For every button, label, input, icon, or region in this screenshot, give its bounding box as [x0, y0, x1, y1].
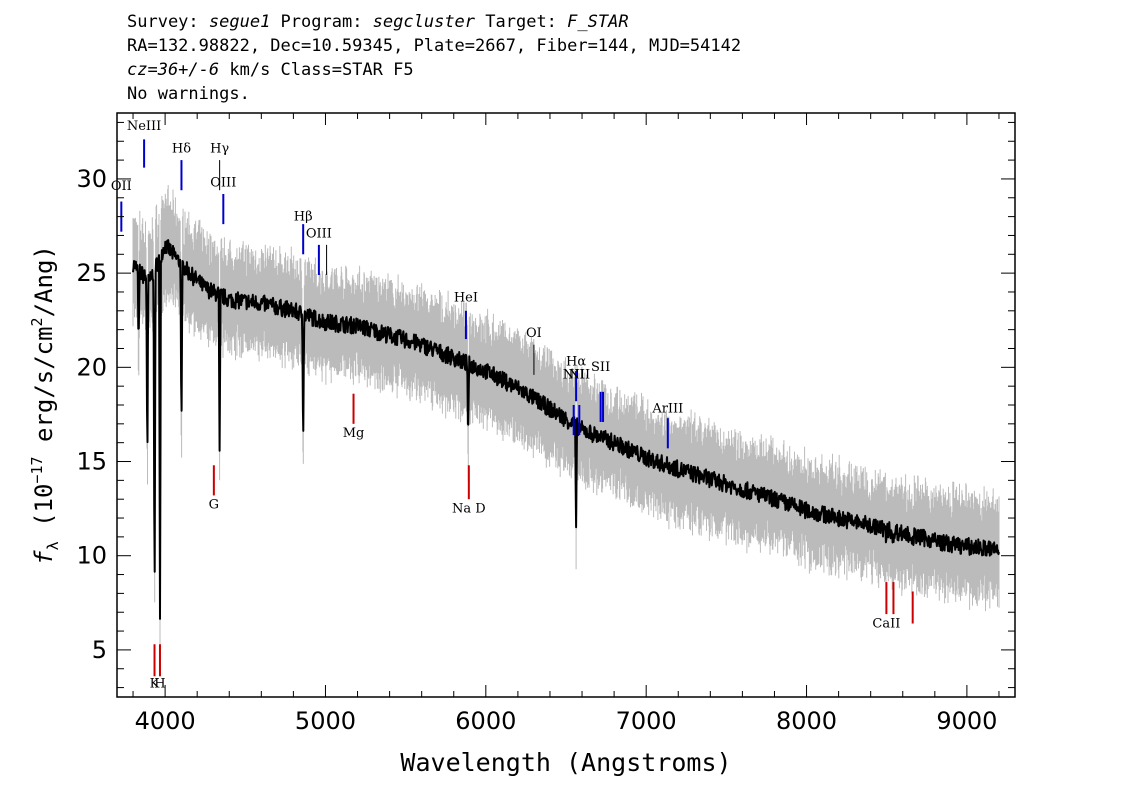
axis-ticks: 4000 5000 6000 7000 8000 9000 5 10 15 20 25 30 — [76, 113, 1015, 735]
y-tick-label: 15 — [76, 448, 107, 476]
survey-value: segue1 — [208, 12, 271, 32]
y-tick-label: 30 — [76, 165, 107, 193]
x-tick-label: 9000 — [936, 707, 997, 735]
marker-label: Hγ — [210, 142, 229, 157]
y-label-c: /Ang) — [30, 245, 58, 317]
y-label-a: (10 — [30, 484, 58, 542]
x-axis-label: Wavelength (Angstroms) — [400, 748, 731, 777]
x-tick-label: 8000 — [776, 707, 837, 735]
flux-line — [132, 239, 1000, 620]
marker-label: K — [150, 677, 160, 692]
class-text: km/s Class=STAR F5 — [219, 60, 414, 80]
marker-label: G — [209, 498, 219, 513]
header-line-3: cz=36+/-6 km/s Class=STAR F5 — [127, 58, 741, 82]
y-tick-label: 5 — [92, 636, 107, 664]
marker-label: Hδ — [172, 142, 191, 157]
marker-label: NII — [563, 368, 585, 383]
x-tick-label: 7000 — [616, 707, 677, 735]
y-tick-label: 20 — [76, 353, 107, 381]
marker-label: Mg — [343, 426, 365, 441]
header-line-1: Survey: segue1 Program: segcluster Targe… — [127, 10, 741, 34]
marker-label: Na D — [452, 501, 486, 516]
x-tick-label: 6000 — [455, 707, 516, 735]
x-tick-label: 5000 — [295, 707, 356, 735]
program-label: Program: — [270, 12, 373, 32]
x-tick-label: 4000 — [135, 707, 196, 735]
marker-label: NII — [568, 368, 590, 383]
program-value: segcluster — [372, 12, 476, 32]
header-line-2: RA=132.98822, Dec=10.59345, Plate=2667, … — [127, 36, 742, 56]
marker-label: OIII — [210, 175, 236, 190]
y-label-exp1: −17 — [28, 456, 46, 483]
marker-label: NeIII — [127, 119, 161, 134]
y-label-exp2: 2 — [28, 317, 46, 326]
marker-label: Hα — [566, 354, 586, 369]
marker-label: OI — [526, 326, 542, 341]
spectrum-header: Survey: segue1 Program: segcluster Targe… — [127, 10, 741, 106]
header-line-4: No warnings. — [127, 84, 250, 104]
y-tick-label: 25 — [76, 259, 107, 287]
y-label-b: erg/s/cm — [30, 326, 58, 456]
target-value: F_STAR — [567, 12, 629, 32]
y-label-f: f — [30, 550, 58, 565]
y-axis-label: fλ (10−17 erg/s/cm2/Ang) — [28, 245, 62, 565]
survey-label: Survey: — [127, 12, 209, 32]
flux-series — [132, 239, 1000, 620]
y-tick-label: 10 — [76, 542, 107, 570]
marker-label: SII — [591, 360, 610, 375]
marker-label: Hβ — [294, 209, 313, 224]
marker-label: ArIII — [651, 402, 683, 417]
marker-label: OIII — [306, 226, 332, 241]
marker-label: H — [154, 677, 165, 692]
marker-label: HeI — [454, 290, 478, 305]
marker-label: CaII — [872, 616, 900, 631]
target-label: Target: — [475, 12, 568, 32]
marker-label: OII — [111, 179, 132, 194]
y-label-sub: λ — [44, 541, 62, 550]
redshift-value: cz=36+/-6 — [127, 60, 220, 80]
